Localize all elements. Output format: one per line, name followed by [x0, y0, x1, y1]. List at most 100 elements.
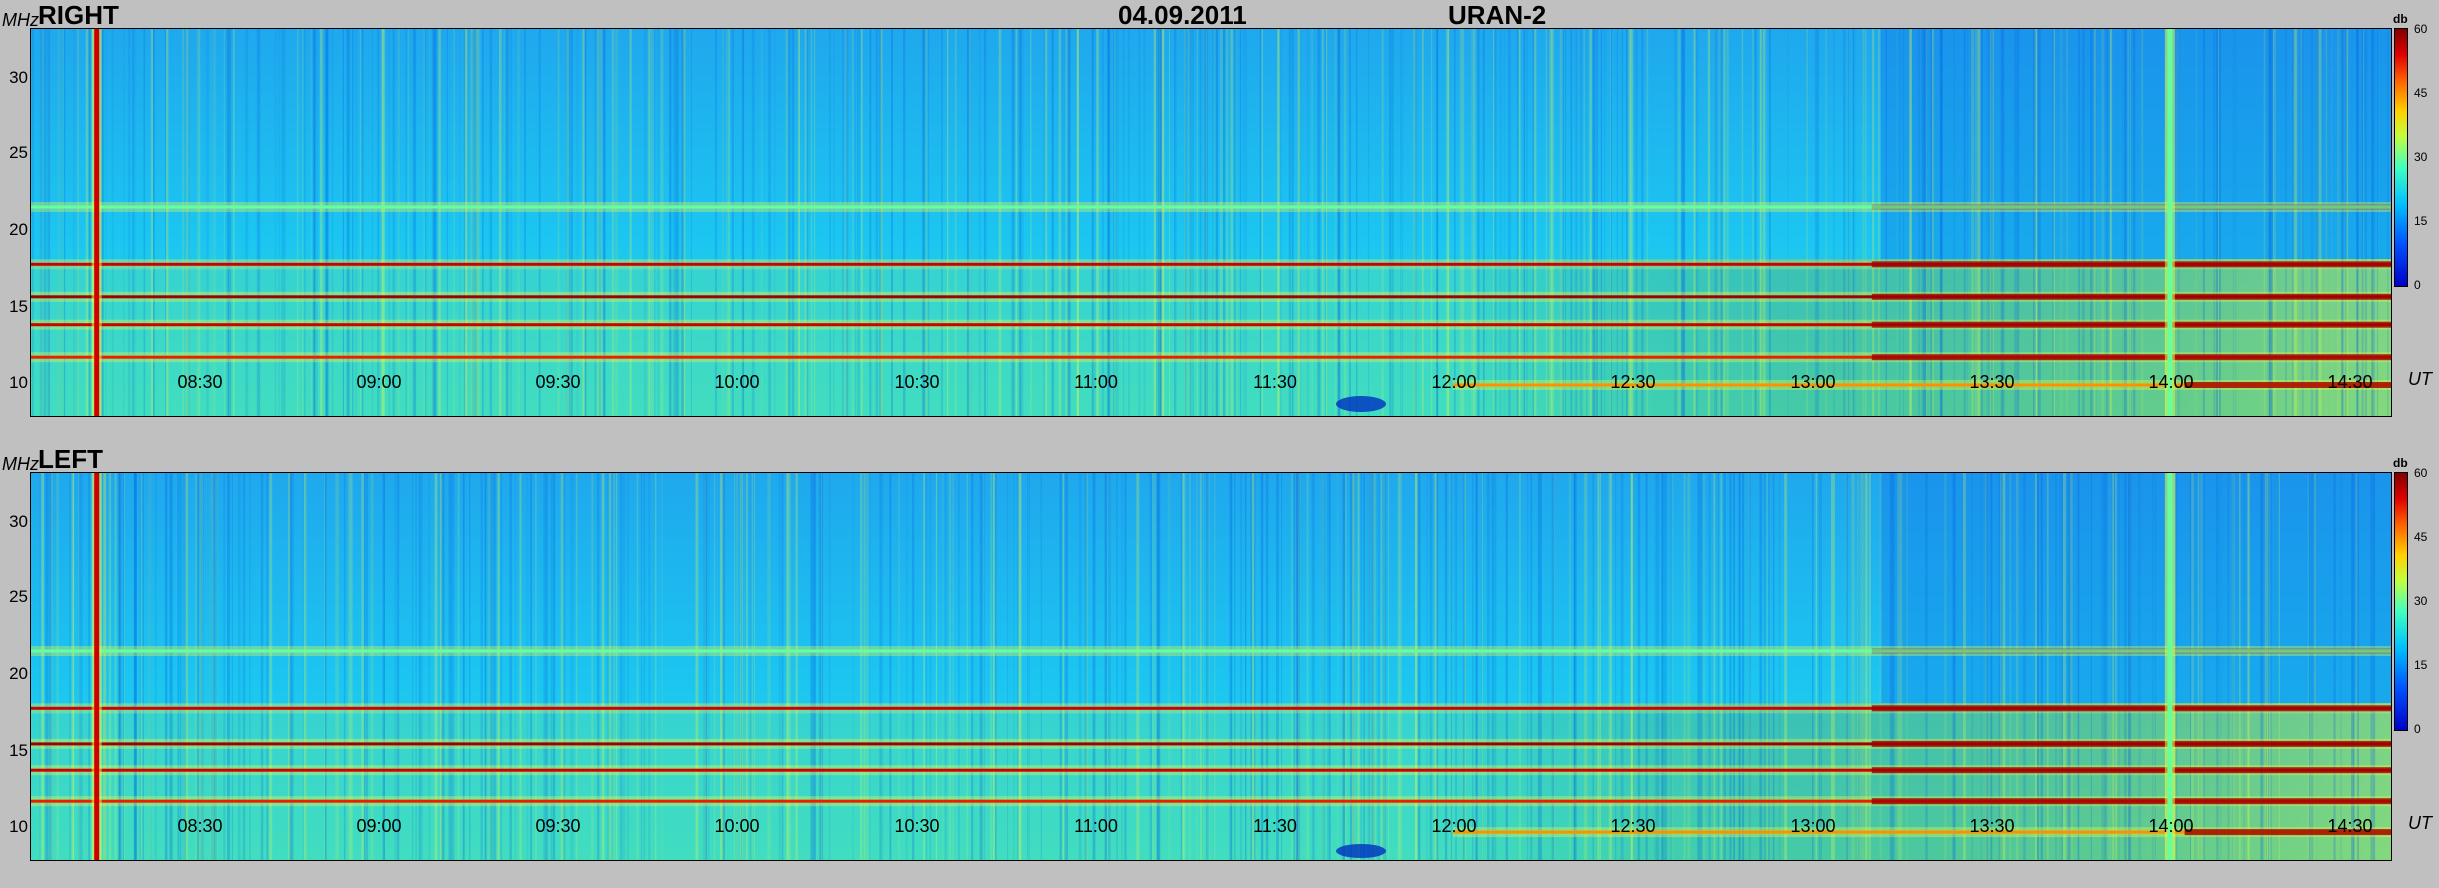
texture-streak [169, 473, 170, 860]
texture-streak [2090, 29, 2093, 416]
texture-streak [970, 29, 972, 416]
texture-streak [708, 473, 710, 860]
texture-streak [842, 29, 844, 416]
texture-streak [1475, 473, 1477, 860]
y-tick-20: 20 [9, 220, 28, 239]
texture-streak [290, 473, 294, 860]
texture-streak [1670, 473, 1673, 860]
texture-streak [1253, 473, 1256, 860]
band-line [31, 768, 2391, 772]
texture-streak [1214, 29, 1216, 416]
texture-streak [994, 473, 997, 860]
texture-streak [1963, 29, 1966, 416]
texture-streak [1174, 29, 1176, 416]
texture-streak [1160, 29, 1162, 416]
texture-streak [1723, 29, 1726, 416]
band-intense-segment [1871, 293, 2391, 300]
texture-streak [1862, 29, 1865, 416]
texture-streak [392, 29, 396, 416]
texture-streak [88, 29, 90, 416]
texture-streak [2218, 29, 2222, 416]
texture-streak [636, 473, 639, 860]
texture-streak [820, 473, 822, 860]
texture-streak [1608, 473, 1612, 860]
texture-streak [1729, 473, 1732, 860]
texture-streak [1388, 473, 1390, 860]
texture-streak [1747, 473, 1750, 860]
texture-streak [1963, 473, 1966, 860]
texture-streak [1990, 29, 1992, 416]
texture-streak [1345, 473, 1347, 860]
texture-streak [394, 473, 397, 860]
texture-streak [736, 473, 738, 860]
texture-streak [1188, 29, 1191, 416]
band-line [1453, 830, 2391, 834]
texture-streak [439, 473, 443, 860]
texture-streak [613, 29, 617, 416]
texture-streak [1230, 29, 1233, 416]
x-tick: 08:30 [177, 816, 223, 836]
texture-streak [1297, 473, 1300, 860]
texture-streak [2195, 29, 2197, 416]
texture-streak [845, 29, 849, 416]
texture-streak [214, 473, 218, 860]
y-axis-unit: MHz [2, 454, 39, 474]
texture-streak [1641, 29, 1644, 416]
texture-streak [78, 473, 79, 860]
texture-streak [584, 29, 587, 416]
texture-streak [1683, 29, 1686, 416]
texture-streak [1833, 473, 1835, 860]
texture-streak [660, 29, 664, 416]
texture-streak [2273, 29, 2276, 416]
texture-streak [397, 29, 400, 416]
texture-streak [611, 29, 614, 416]
texture-streak [563, 473, 566, 860]
texture-streak [45, 473, 47, 860]
texture-streak [313, 29, 316, 416]
texture-streak [2218, 29, 2220, 416]
texture-streak [2034, 29, 2037, 416]
texture-streak [1635, 29, 1638, 416]
texture-streak [1939, 29, 1943, 416]
texture-streak [1397, 473, 1400, 860]
texture-streak [1415, 473, 1419, 860]
spectrogram-svg [31, 29, 2391, 416]
texture-streak [1196, 473, 1198, 860]
texture-streak [2061, 473, 2063, 860]
texture-streak [1070, 29, 1071, 416]
texture-streak [926, 29, 930, 416]
band-line [31, 205, 2391, 209]
texture-streak [880, 29, 883, 416]
texture-streak [612, 473, 615, 860]
texture-streak [1471, 29, 1473, 416]
texture-streak [270, 473, 273, 860]
texture-streak [226, 29, 229, 416]
texture-streak [2191, 473, 2194, 860]
texture-streak [852, 473, 854, 860]
texture-streak [661, 473, 663, 860]
texture-streak [1371, 473, 1375, 860]
texture-streak [1019, 29, 1021, 416]
texture-streak [269, 473, 271, 860]
texture-streak [944, 473, 948, 860]
texture-streak [1620, 473, 1624, 860]
texture-streak [1293, 473, 1295, 860]
texture-streak [1450, 473, 1452, 860]
texture-streak [238, 473, 241, 860]
texture-streak [903, 29, 906, 416]
texture-streak [598, 29, 601, 416]
texture-streak [2062, 473, 2066, 860]
texture-streak [1368, 473, 1370, 860]
texture-streak [361, 473, 364, 860]
texture-streak [1472, 473, 1474, 860]
texture-streak [31, 29, 34, 416]
texture-streak [499, 29, 502, 416]
texture-streak [1204, 29, 1207, 416]
texture-streak [2009, 473, 2011, 860]
texture-streak [788, 29, 791, 416]
texture-streak [672, 29, 676, 416]
texture-streak [2356, 29, 2358, 416]
texture-streak [1116, 473, 1118, 860]
texture-streak [396, 473, 400, 860]
texture-streak [1276, 473, 1279, 860]
